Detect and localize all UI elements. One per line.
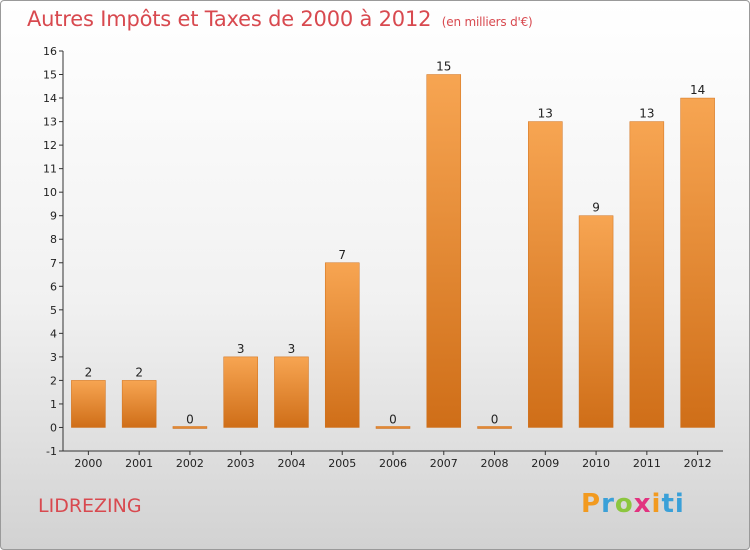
y-tick-label: 7 bbox=[50, 257, 57, 270]
logo-letter: x bbox=[633, 489, 652, 519]
x-tick-label-2012: 2012 bbox=[684, 457, 712, 470]
bar-2008 bbox=[477, 426, 512, 429]
logo-letter: r bbox=[601, 489, 615, 519]
bar-2009 bbox=[528, 121, 563, 428]
data-label-2004: 3 bbox=[288, 342, 296, 356]
chart-title: Autres Impôts et Taxes de 2000 à 2012 (e… bbox=[27, 7, 533, 31]
logo-letter: P bbox=[581, 489, 602, 519]
y-tick-label: 6 bbox=[50, 280, 57, 293]
y-tick-label: 14 bbox=[43, 92, 57, 105]
y-tick-label: 2 bbox=[50, 374, 57, 387]
x-tick-label-2007: 2007 bbox=[430, 457, 458, 470]
y-tick-label: 4 bbox=[50, 327, 57, 340]
y-tick-label: 1 bbox=[50, 398, 57, 411]
data-label-2012: 14 bbox=[690, 83, 705, 97]
y-tick-label: 15 bbox=[43, 69, 57, 82]
y-tick-label: 11 bbox=[43, 163, 57, 176]
bar-2000 bbox=[71, 380, 106, 428]
data-label-2003: 3 bbox=[237, 342, 245, 356]
x-tick-label-2009: 2009 bbox=[531, 457, 559, 470]
bar-2006 bbox=[375, 426, 411, 429]
x-tick-label-2011: 2011 bbox=[633, 457, 661, 470]
y-tick-label: 16 bbox=[43, 45, 57, 58]
chart-unit: (en milliers d'€) bbox=[441, 15, 533, 29]
data-label-2011: 13 bbox=[639, 107, 654, 121]
bar-2010 bbox=[578, 215, 614, 428]
data-label-2007: 15 bbox=[436, 60, 451, 74]
data-label-2009: 13 bbox=[538, 107, 553, 121]
bar-2012 bbox=[680, 97, 715, 428]
y-tick-label: 13 bbox=[43, 116, 57, 129]
x-tick-label-2010: 2010 bbox=[582, 457, 610, 470]
data-label-2006: 0 bbox=[389, 412, 397, 426]
y-tick-label: 3 bbox=[50, 351, 57, 364]
data-label-2001: 2 bbox=[135, 365, 143, 379]
commune-name: LIDREZING bbox=[38, 495, 142, 517]
y-tick-label: 9 bbox=[50, 210, 57, 223]
logo-letter: ti bbox=[661, 489, 685, 519]
y-tick-label: -1 bbox=[46, 445, 57, 458]
bar-2002 bbox=[172, 426, 208, 429]
y-tick-label: 8 bbox=[50, 233, 57, 246]
x-tick-label-2001: 2001 bbox=[125, 457, 153, 470]
x-tick-label-2005: 2005 bbox=[328, 457, 356, 470]
x-tick-label-2002: 2002 bbox=[176, 457, 204, 470]
data-label-2008: 0 bbox=[491, 412, 499, 426]
bar-2011 bbox=[629, 121, 665, 428]
x-tick-label-2004: 2004 bbox=[277, 457, 305, 470]
x-tick-label-2008: 2008 bbox=[481, 457, 509, 470]
y-tick-label: 12 bbox=[43, 139, 57, 152]
data-label-2010: 9 bbox=[592, 201, 600, 215]
x-tick-label-2003: 2003 bbox=[227, 457, 255, 470]
data-label-2002: 0 bbox=[186, 412, 194, 426]
bar-2007 bbox=[426, 74, 462, 428]
bar-2004 bbox=[274, 356, 309, 428]
bar-2005 bbox=[324, 262, 360, 428]
bar-2003 bbox=[223, 356, 258, 428]
y-tick-label: 0 bbox=[50, 421, 57, 434]
logo-letter: o bbox=[614, 489, 634, 519]
y-tick-label: 10 bbox=[43, 186, 57, 199]
bar-2001 bbox=[121, 380, 157, 428]
proxiti-logo: Proxiti bbox=[581, 489, 685, 519]
data-label-2000: 2 bbox=[85, 365, 93, 379]
data-label-2005: 7 bbox=[338, 248, 346, 262]
y-tick-label: 5 bbox=[50, 304, 57, 317]
x-tick-label-2000: 2000 bbox=[74, 457, 102, 470]
x-tick-label-2006: 2006 bbox=[379, 457, 407, 470]
chart-title-text: Autres Impôts et Taxes de 2000 à 2012 bbox=[27, 7, 432, 31]
logo-letter: i bbox=[651, 489, 662, 519]
